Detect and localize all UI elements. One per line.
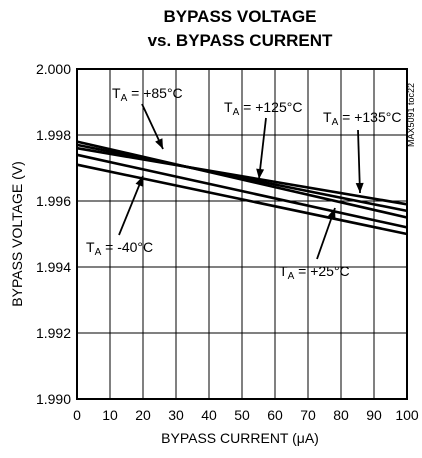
x-tick-label: 20 [135, 407, 151, 423]
x-tick-label: 0 [73, 407, 81, 423]
series-line-3 [76, 153, 408, 229]
annotation-arrow-head [155, 138, 163, 149]
annotation-arrow-shaft [118, 175, 144, 236]
annotation-label: TA = -40°C [86, 239, 153, 258]
y-tick-label: 1.998 [36, 127, 71, 143]
y-tick-label: 2.000 [36, 61, 71, 77]
annotation-0: TA = +85°C [112, 85, 183, 150]
annotation-3: TA = -40°C [86, 175, 153, 258]
y-tick-label: 1.992 [36, 325, 71, 341]
series-line-2 [76, 146, 408, 206]
x-tick-label: 10 [102, 407, 118, 423]
series-line-1 [76, 143, 408, 213]
annotation-4: TA = +25°C [279, 207, 350, 282]
annotation-label: TA = +135°C [323, 109, 401, 128]
x-tick-label: 100 [395, 407, 419, 423]
axis-ticks: 0 10 20 30 40 50 60 70 80 90 100 1.990 1.992 1.994 1.9… [36, 61, 419, 423]
annotation-arrow-head [327, 208, 336, 219]
y-tick-label: 1.996 [36, 193, 71, 209]
y-tick-label: 1.990 [36, 391, 71, 407]
x-tick-label: 90 [366, 407, 382, 423]
chart-title-line-2: vs. BYPASS CURRENT [148, 31, 333, 50]
x-tick-label: 60 [267, 407, 283, 423]
y-axis-label: BYPASS VOLTAGE (V) [9, 161, 25, 306]
series-line-4 [76, 163, 408, 236]
x-tick-label: 50 [234, 407, 250, 423]
annotation-arrow-head [135, 176, 143, 187]
data-series-group [76, 140, 408, 236]
annotation-2: TA = +135°C [323, 109, 401, 194]
annotation-1: TA = +125°C [224, 99, 302, 180]
annotation-label: TA = +85°C [112, 85, 183, 104]
x-tick-label: 80 [333, 407, 349, 423]
annotation-arrow-head [355, 182, 364, 193]
annotations-group: TA = +85°C TA = +125°C TA = +135°C TA = -40… [86, 85, 401, 282]
y-tick-label: 1.994 [36, 259, 71, 275]
annotation-arrow-head [256, 168, 265, 179]
x-tick-label: 30 [168, 407, 184, 423]
x-tick-label: 40 [201, 407, 217, 423]
part-number-code: MAX5091 toc22 [406, 83, 416, 147]
annotation-arrow-shaft [258, 117, 267, 180]
annotation-arrow-shaft [357, 129, 361, 194]
x-axis-label: BYPASS CURRENT (μA) [161, 430, 319, 446]
annotation-label: TA = +125°C [224, 99, 302, 118]
series-line-0 [76, 140, 408, 219]
annotation-label: TA = +25°C [279, 263, 350, 282]
x-tick-label: 70 [300, 407, 316, 423]
chart-title-line-1: BYPASS VOLTAGE [163, 7, 316, 26]
